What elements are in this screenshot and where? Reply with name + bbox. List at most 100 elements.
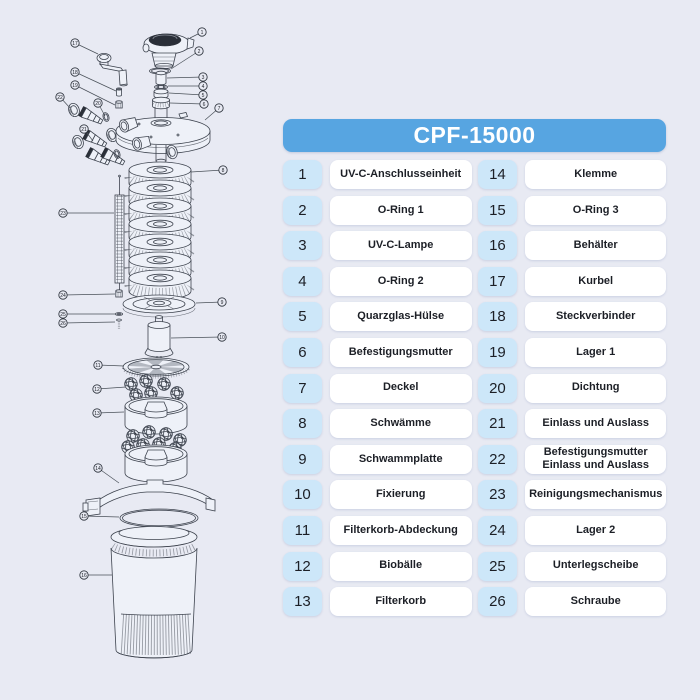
callout-22: 22 — [55, 92, 71, 109]
part-number-cell: 9 — [283, 444, 322, 474]
part-number-cell: 6 — [283, 337, 322, 367]
part-label-cell: UV-C-Anschlusseinheit — [329, 160, 472, 189]
callout-8: 8 — [190, 165, 228, 175]
callout-9: 9 — [195, 297, 227, 307]
steckverbinder-drawing — [116, 87, 122, 97]
fixierung-drawing — [144, 315, 174, 361]
svg-text:23: 23 — [60, 211, 66, 217]
kurbel-drawing — [96, 53, 128, 87]
parts-table-row: 7 Deckel 20 Dichtung — [283, 373, 666, 403]
callout-13: 13 — [92, 408, 125, 418]
part-number-cell: 2 — [283, 195, 322, 225]
callout-1: 1 — [189, 27, 207, 39]
svg-text:2: 2 — [198, 49, 201, 55]
callout-26: 26 — [58, 318, 116, 328]
callout-24: 24 — [58, 290, 116, 300]
part-label-cell: Filterkorb — [329, 587, 472, 617]
part-number-cell: 1 — [283, 160, 322, 189]
part-label-cell: Reinigungsmechanismus — [525, 480, 666, 510]
part-number-cell: 10 — [283, 480, 322, 510]
parts-table-row: 8 Schwämme 21 Einlass und Auslass — [283, 409, 666, 439]
callout-20: 20 — [93, 98, 106, 117]
part-label-cell: O-Ring 2 — [329, 266, 472, 296]
callout-5: 5 — [168, 90, 208, 100]
callout-2: 2 — [170, 46, 204, 70]
callout-18: 18 — [70, 67, 117, 92]
callout-21: 21 — [79, 124, 94, 142]
part-label-cell: Schwämme — [329, 409, 472, 439]
parts-table-row: 13 Filterkorb 26 Schraube — [283, 587, 666, 617]
parts-table-row: 12 Biobälle 25 Unterlegscheibe — [283, 551, 666, 581]
part-label-cell: Biobälle — [329, 551, 472, 581]
filterkorb-unten-drawing — [124, 444, 188, 483]
part-label-cell: Unterlegscheibe — [525, 551, 666, 581]
part-label-cell: Steckverbinder — [525, 302, 666, 332]
filterkorb-drawing — [124, 396, 188, 435]
svg-text:17: 17 — [72, 41, 78, 47]
o-ring-2-drawing — [154, 84, 168, 90]
model-title: CPF-15000 — [283, 119, 666, 152]
o-ring-3-drawing — [119, 508, 199, 528]
svg-text:10: 10 — [219, 335, 225, 341]
deckel-drawing — [115, 107, 211, 164]
part-label-cell: Quarzglas-Hülse — [329, 302, 472, 332]
part-label-cell: Befestigungsmutter — [329, 337, 472, 367]
unterlegscheibe-drawing — [115, 312, 124, 316]
svg-text:1: 1 — [201, 30, 204, 36]
svg-text:6: 6 — [203, 102, 206, 108]
callout-4: 4 — [168, 81, 208, 91]
svg-text:3: 3 — [202, 75, 205, 81]
part-number-cell: 18 — [477, 302, 518, 332]
klemme-drawing — [82, 479, 216, 517]
part-number-cell: 17 — [477, 266, 518, 296]
part-label-cell: Behälter — [525, 231, 666, 261]
part-label-cell: Befestigungsmutter Einlass und Auslass — [525, 444, 666, 474]
parts-table-row: 2 O-Ring 1 15 O-Ring 3 — [283, 195, 666, 225]
svg-text:11: 11 — [95, 363, 100, 369]
parts-table-row: 3 UV-C-Lampe 16 Behälter — [283, 231, 666, 261]
part-number-cell: 21 — [477, 409, 518, 439]
part-label-cell: Fixierung — [329, 480, 472, 510]
parts-table-row: 4 O-Ring 2 17 Kurbel — [283, 266, 666, 296]
svg-text:18: 18 — [72, 70, 78, 76]
exploded-parts-diagram: 1234567891011121314151617181920212223242… — [55, 27, 228, 659]
callout-12: 12 — [92, 384, 127, 394]
parts-table-row: 6 Befestigungsmutter 19 Lager 1 — [283, 337, 666, 367]
part-label-cell: Schwammplatte — [329, 444, 472, 474]
parts-table-row: 9 Schwammplatte 22 Befestigungsmutter Einla… — [283, 444, 666, 474]
schraube-drawing — [116, 318, 122, 329]
callout-3: 3 — [166, 72, 208, 82]
svg-text:13: 13 — [94, 411, 100, 417]
part-label-cell: Dichtung — [525, 373, 666, 403]
part-number-cell: 26 — [477, 587, 518, 617]
part-number-cell: 4 — [283, 266, 322, 296]
parts-table: CPF-15000 1 UV-C-Anschlusseinheit 14 Klemme… — [283, 119, 666, 623]
part-label-cell: O-Ring 1 — [329, 195, 472, 225]
callout-6: 6 — [169, 99, 209, 109]
part-number-cell: 8 — [283, 409, 322, 439]
behaelter-drawing — [110, 526, 198, 659]
part-number-cell: 25 — [477, 551, 518, 581]
callout-10: 10 — [170, 332, 227, 342]
svg-text:21: 21 — [81, 127, 87, 133]
svg-text:24: 24 — [60, 293, 66, 299]
part-number-cell: 5 — [283, 302, 322, 332]
part-number-cell: 3 — [283, 231, 322, 261]
svg-text:20: 20 — [95, 101, 101, 107]
part-number-cell: 14 — [477, 160, 518, 189]
parts-table-row: 11 Filterkorb-Abdeckung 24 Lager 2 — [283, 515, 666, 545]
part-number-cell: 15 — [477, 195, 518, 225]
part-label-cell: Schraube — [525, 587, 666, 617]
part-number-cell: 22 — [477, 444, 518, 474]
parts-table-row: 1 UV-C-Anschlusseinheit 14 Klemme — [283, 160, 666, 189]
callout-11: 11 — [93, 360, 125, 370]
part-label-cell: Einlass und Auslass — [525, 409, 666, 439]
svg-text:26: 26 — [60, 321, 66, 327]
svg-text:15: 15 — [81, 514, 87, 520]
befestigungsmutter-drawing — [151, 96, 171, 110]
quarzglas-huelse-drawing — [153, 88, 169, 99]
part-label-cell: Filterkorb-Abdeckung — [329, 515, 472, 545]
parts-table-row: 10 Fixierung 23 Reinigungsmechanismus — [283, 480, 666, 510]
